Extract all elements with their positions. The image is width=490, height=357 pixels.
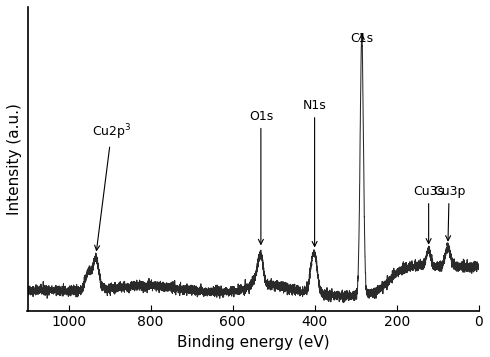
Text: Cu2p$^3$: Cu2p$^3$: [92, 122, 131, 250]
Y-axis label: Intensity (a.u.): Intensity (a.u.): [7, 103, 22, 215]
Text: O1s: O1s: [249, 110, 273, 244]
Text: Cu3s: Cu3s: [413, 185, 444, 243]
Text: N1s: N1s: [303, 99, 326, 246]
Text: Cu3p: Cu3p: [433, 185, 466, 241]
Text: C1s: C1s: [350, 32, 373, 45]
X-axis label: Binding energy (eV): Binding energy (eV): [177, 335, 329, 350]
